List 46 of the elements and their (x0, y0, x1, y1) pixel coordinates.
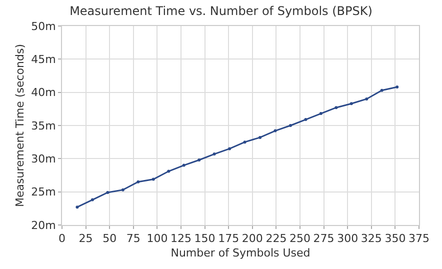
point (243, 140, 246, 144)
point (198, 158, 201, 162)
point (274, 129, 277, 132)
x-tick-label: 75 (126, 232, 140, 246)
point (212, 152, 216, 156)
point (90, 198, 94, 202)
x-tick-label: 50 (102, 232, 117, 246)
point (334, 106, 338, 110)
point (228, 147, 232, 150)
point (182, 164, 186, 167)
x-tick-label: 350 (384, 232, 406, 246)
x-tick-label: 150 (194, 232, 216, 246)
point (167, 170, 170, 173)
y-tick-label: 30m (31, 152, 56, 166)
point (380, 88, 384, 92)
chart-title: Measurement Time vs. Number of Symbols (BPSK) (70, 4, 372, 18)
point (136, 180, 140, 184)
y-tick-label: 35m (31, 119, 56, 132)
point (106, 191, 110, 194)
y-tick-label: 20m (31, 218, 56, 232)
x-tick-label: 225 (266, 232, 287, 246)
x-tick-label: 200 (242, 232, 263, 246)
point (152, 178, 155, 181)
x-tick-label: 175 (218, 232, 240, 246)
x-tick-label: 275 (313, 232, 334, 246)
y-tick-label: 50m (31, 20, 56, 33)
x-tick-label: 0 (58, 232, 66, 246)
point (350, 102, 353, 106)
point (319, 112, 322, 116)
point (76, 206, 79, 209)
x-tick-label: 325 (360, 232, 382, 246)
x-tick-label: 300 (337, 232, 358, 246)
x-tick-label: 250 (290, 232, 310, 246)
point (121, 188, 124, 192)
y-axis-title: Measurement Time (seconds) (14, 44, 27, 207)
x-tick-label: 375 (408, 232, 430, 246)
y-tick-label: 40m (31, 86, 56, 100)
x-tick-label: 25 (78, 232, 93, 246)
y-tick-label: 25m (31, 186, 56, 199)
y-tick-label: 45m (31, 53, 56, 66)
x-tick-label: 125 (170, 232, 192, 246)
x-tick-label: 100 (146, 232, 168, 246)
point (304, 118, 308, 122)
point (365, 97, 368, 100)
x-axis-title: Number of Symbols Used (170, 246, 310, 260)
point (396, 86, 399, 89)
